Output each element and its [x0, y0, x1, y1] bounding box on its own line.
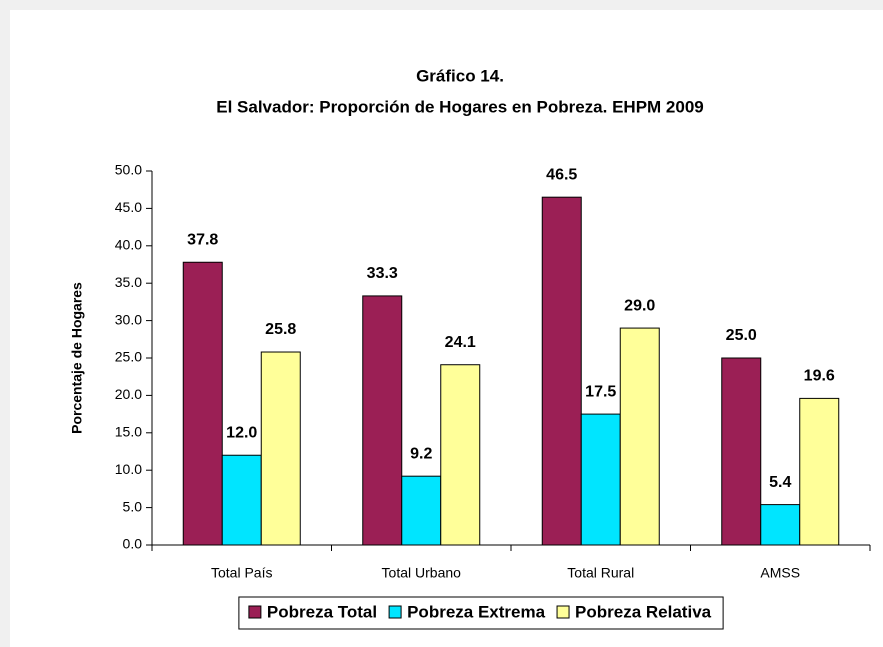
legend [238, 596, 724, 630]
y-axis-label: Porcentaje de Hogares [69, 282, 85, 434]
legend-label: Pobreza Extrema [407, 602, 545, 621]
data-label: 46.5 [546, 166, 577, 183]
bar [260, 351, 301, 546]
data-label: 25.8 [265, 321, 296, 338]
x-tick-label: AMSS [760, 565, 800, 581]
bar [721, 357, 762, 546]
legend-swatch [388, 605, 402, 619]
bar [799, 397, 840, 546]
bar [440, 364, 481, 546]
legend-swatch [556, 605, 570, 619]
x-tick-label: Total Rural [567, 565, 634, 581]
bar [580, 413, 621, 546]
y-tick-label: 0.0 [123, 536, 143, 552]
x-tick-label: Total Urbano [382, 565, 462, 581]
data-label: 5.4 [769, 474, 791, 491]
y-tick-label: 35.0 [115, 274, 142, 290]
bar [401, 475, 442, 546]
data-label: 33.3 [367, 265, 398, 282]
chart-title: Gráfico 14. [416, 66, 504, 85]
y-tick-label: 30.0 [115, 311, 142, 327]
y-tick-label: 45.0 [115, 199, 142, 215]
y-tick-label: 50.0 [115, 162, 142, 178]
data-label: 12.0 [226, 424, 257, 441]
data-label: 24.1 [445, 334, 476, 351]
legend-label: Pobreza Total [267, 602, 377, 621]
data-label: 17.5 [585, 383, 616, 400]
bar [619, 327, 660, 546]
legend-label: Pobreza Relativa [575, 602, 712, 621]
y-tick-label: 20.0 [115, 386, 142, 402]
chart-subtitle: El Salvador: Proporción de Hogares en Po… [216, 97, 703, 116]
data-label: 9.2 [410, 445, 432, 462]
y-tick-label: 25.0 [115, 349, 142, 365]
y-tick-label: 5.0 [123, 498, 143, 514]
data-label: 25.0 [726, 327, 757, 344]
data-label: 29.0 [624, 297, 655, 314]
bar [541, 196, 582, 546]
y-tick-label: 40.0 [115, 237, 142, 253]
x-tick-label: Total País [211, 565, 272, 581]
y-tick-label: 15.0 [115, 424, 142, 440]
bar [760, 504, 801, 546]
bar [182, 261, 223, 546]
bar [362, 295, 403, 546]
y-tick-label: 10.0 [115, 461, 142, 477]
bar [221, 454, 262, 546]
data-label: 37.8 [187, 231, 218, 248]
legend-swatch [248, 605, 262, 619]
data-label: 19.6 [804, 368, 835, 385]
